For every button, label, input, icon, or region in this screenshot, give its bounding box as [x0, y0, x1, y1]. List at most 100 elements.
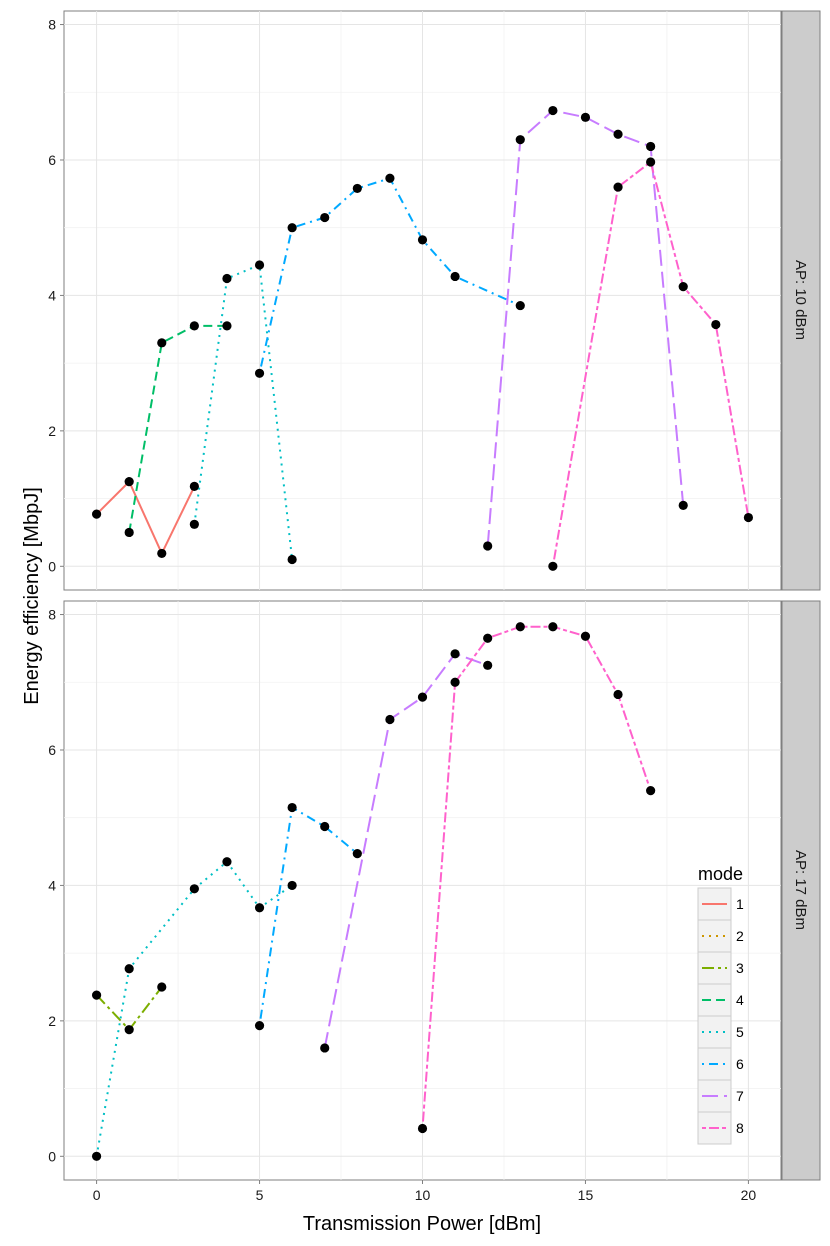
y-tick-label: 6 [48, 152, 56, 168]
data-point-mode-5 [254, 260, 265, 270]
data-point-mode-8 [450, 677, 460, 687]
data-point-mode-7 [483, 660, 493, 670]
data-point-mode-8 [417, 1123, 428, 1134]
data-point-mode-8 [646, 157, 656, 167]
x-tick-label: 5 [256, 1187, 264, 1203]
data-point-mode-6 [450, 271, 460, 282]
strip-background [781, 10, 821, 591]
data-point-mode-8 [743, 512, 754, 523]
data-point-mode-8 [548, 622, 558, 632]
x-tick-label: 0 [93, 1187, 101, 1203]
series-line-mode-4 [128, 324, 227, 533]
strip-background [781, 600, 821, 1181]
data-point-mode-5 [124, 964, 134, 974]
legend-label: 7 [736, 1088, 744, 1104]
y-tick-label: 4 [48, 877, 56, 893]
y-axis-title: Energy efficiency [MbpJ] [21, 487, 43, 705]
series-line-mode-1 [95, 480, 196, 555]
data-point-mode-3 [124, 1025, 134, 1035]
strip-label: AP: 10 dBm [792, 260, 809, 340]
legend-label: 5 [736, 1024, 744, 1040]
data-point-mode-4 [189, 321, 199, 331]
data-point-mode-7 [548, 105, 558, 116]
legend: mode 1 2 3 4 5 6 7 8 [697, 864, 744, 1145]
data-point-mode-6 [254, 1021, 265, 1031]
data-point-mode-5 [189, 519, 199, 529]
data-point-mode-5 [287, 554, 297, 565]
y-tick-label: 4 [48, 287, 56, 303]
data-point-mode-8 [711, 319, 721, 330]
y-tick-label: 2 [48, 1013, 56, 1029]
data-point-mode-7 [417, 692, 428, 702]
data-point-mode-5 [222, 857, 232, 867]
data-point-mode-6 [320, 821, 330, 832]
data-point-mode-7 [613, 129, 623, 139]
y-axis-ticks: 0 2 4 6 8 [48, 17, 64, 574]
strip-label: AP: 17 dBm [792, 850, 809, 930]
data-point-mode-6 [417, 235, 428, 245]
data-point-mode-5 [222, 273, 232, 284]
data-point-mode-6 [287, 223, 297, 233]
panel-ap-10: 0 2 4 6 8 AP: 10 dBm [48, 10, 821, 591]
panel-grid [64, 11, 781, 590]
y-tick-label: 6 [48, 742, 56, 758]
data-point-mode-7 [450, 649, 460, 659]
data-point-mode-7 [320, 1043, 330, 1053]
legend-label: 2 [736, 928, 744, 944]
data-point-mode-8 [515, 622, 525, 632]
data-point-mode-3 [91, 990, 102, 1000]
legend-label: 3 [736, 960, 744, 976]
data-point-mode-7 [580, 112, 591, 122]
panel-points [91, 105, 754, 571]
data-point-mode-6 [320, 212, 330, 223]
data-point-mode-6 [254, 368, 265, 378]
data-point-mode-6 [515, 300, 525, 311]
y-tick-label: 0 [48, 1148, 56, 1164]
panel-points [91, 622, 656, 1161]
series-line-mode-6 [258, 177, 521, 374]
x-axis-ticks: 0 5 10 15 20 [93, 1180, 757, 1203]
panel-grid [64, 601, 781, 1180]
data-point-mode-5 [287, 880, 297, 891]
data-point-mode-4 [222, 321, 232, 331]
data-point-mode-7 [678, 500, 688, 510]
x-tick-label: 20 [741, 1187, 757, 1203]
legend-label: 6 [736, 1056, 744, 1072]
y-tick-label: 2 [48, 423, 56, 439]
x-axis-title: Transmission Power [dBm] [303, 1213, 541, 1235]
series-line-mode-6 [258, 806, 358, 1026]
data-point-mode-5 [91, 1151, 102, 1161]
data-point-mode-7 [385, 714, 395, 725]
data-point-mode-8 [580, 631, 591, 641]
series-line-mode-8 [421, 625, 652, 1129]
y-axis-ticks: 0 2 4 6 8 [48, 607, 64, 1164]
data-point-mode-5 [254, 903, 265, 913]
legend-label: 1 [736, 896, 744, 912]
data-point-mode-8 [548, 561, 558, 571]
data-point-mode-6 [385, 173, 395, 183]
data-point-mode-6 [352, 183, 362, 194]
x-tick-label: 10 [415, 1187, 431, 1203]
data-point-mode-7 [646, 141, 656, 152]
data-point-mode-7 [483, 541, 493, 551]
y-tick-label: 8 [48, 607, 56, 623]
panel-ap-17: 0 2 4 6 8 AP: 17 dBm [48, 600, 821, 1181]
legend-title: mode [698, 864, 743, 884]
data-point-mode-8 [646, 786, 656, 796]
data-point-mode-1 [124, 477, 134, 487]
legend-label: 4 [736, 992, 744, 1008]
data-point-mode-6 [287, 802, 297, 813]
data-point-mode-1 [157, 548, 167, 559]
y-tick-label: 0 [48, 558, 56, 574]
data-point-mode-4 [157, 338, 167, 348]
series-line-mode-8 [551, 161, 750, 567]
data-point-mode-8 [613, 182, 623, 192]
data-point-mode-5 [189, 884, 199, 894]
data-point-mode-6 [352, 848, 362, 859]
data-point-mode-8 [678, 282, 688, 292]
y-tick-label: 8 [48, 17, 56, 33]
data-point-mode-1 [91, 509, 102, 519]
legend-label: 8 [736, 1120, 744, 1136]
data-point-mode-1 [189, 481, 199, 491]
